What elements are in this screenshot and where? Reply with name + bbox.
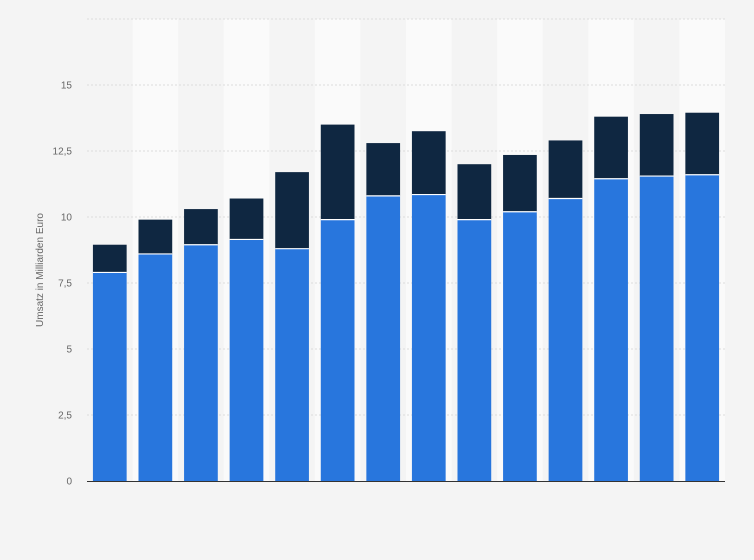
bar-segment-upper [366, 143, 401, 196]
bar-segment-upper [92, 244, 127, 273]
bar-segment-upper [457, 164, 492, 220]
bar-segment-upper [685, 112, 720, 175]
bar-segment-lower [229, 239, 264, 481]
bar-segment-upper [138, 219, 173, 254]
bar-segment-upper [184, 209, 218, 245]
bar-segment-upper [639, 114, 674, 177]
y-tick-label: 15 [61, 81, 73, 92]
bar-segment-upper [229, 198, 264, 240]
bar-segment-upper [503, 154, 537, 212]
bar-segment-lower [320, 219, 355, 481]
bar-segment-lower [548, 198, 583, 481]
bar-segment-lower [639, 176, 674, 481]
y-tick-label: 2,5 [58, 411, 72, 422]
y-tick-label: 12,5 [53, 147, 73, 158]
y-tick-label: 10 [61, 213, 73, 224]
bar-segment-upper [411, 131, 446, 195]
y-tick-label: 7,5 [58, 279, 72, 290]
bar-segment-upper [320, 124, 355, 220]
bar-segment-lower [138, 253, 173, 481]
y-tick-label: 0 [66, 477, 72, 488]
bars [92, 112, 720, 481]
bar-segment-lower [92, 272, 127, 481]
bar-segment-lower [411, 194, 446, 481]
y-tick-label: 5 [66, 345, 72, 356]
y-axis-ticks: 0 2,5 5 7,5 10 12,5 15 [53, 81, 73, 488]
bar-segment-upper [594, 116, 628, 179]
bar-segment-lower [457, 219, 492, 481]
bar-segment-lower [366, 195, 401, 481]
bar-segment-upper [548, 140, 583, 199]
bar-segment-upper [275, 172, 309, 249]
bar-segment-lower [503, 211, 537, 481]
y-axis-title: Umsatz in Milliarden Euro [35, 213, 46, 327]
bar-segment-lower [184, 244, 218, 481]
bar-segment-lower [685, 174, 720, 481]
bar-segment-lower [275, 248, 309, 481]
bar-segment-lower [594, 178, 628, 481]
